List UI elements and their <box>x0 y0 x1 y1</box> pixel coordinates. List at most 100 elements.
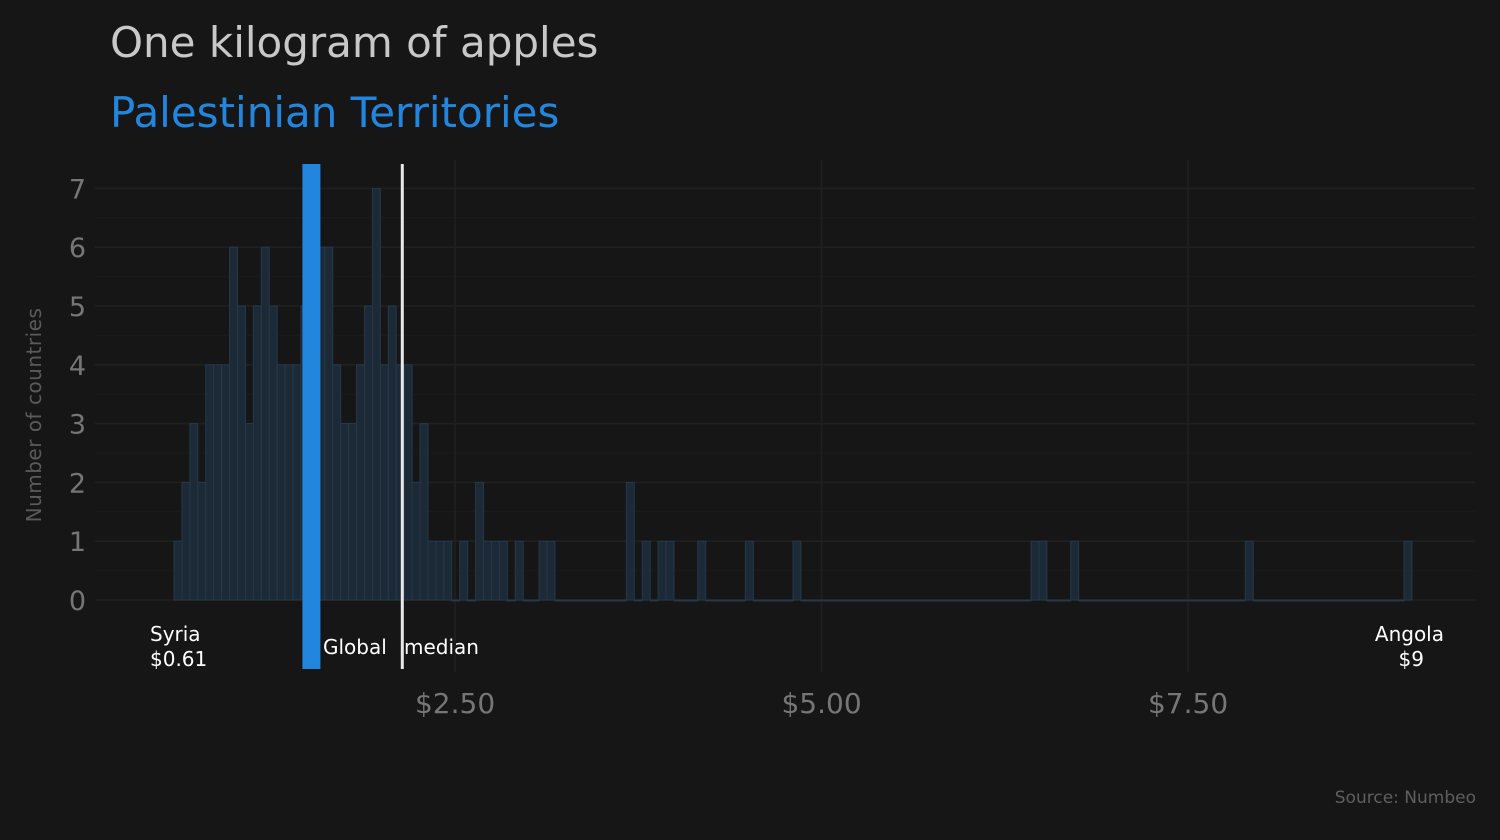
histogram-bar <box>935 599 945 602</box>
histogram-bar <box>1236 599 1246 602</box>
histogram-bar <box>895 599 905 602</box>
histogram-bar <box>1300 599 1310 602</box>
histogram-bar <box>776 599 786 602</box>
histogram-bar <box>1244 540 1254 601</box>
histogram-bar <box>181 481 191 601</box>
histogram-bar <box>1125 599 1135 602</box>
histogram-bar <box>649 599 659 602</box>
histogram-bar <box>832 599 842 602</box>
histogram-bar <box>673 599 683 602</box>
histogram-bar <box>1213 599 1222 602</box>
histogram-bar <box>1403 540 1413 601</box>
histogram-bar <box>816 599 826 602</box>
histogram-bar <box>824 599 834 602</box>
histogram-bar <box>451 599 461 602</box>
histogram-bar <box>729 599 738 602</box>
histogram-bar <box>1070 540 1080 601</box>
histogram-bar <box>411 481 421 601</box>
histogram-bar <box>1205 599 1215 602</box>
histogram-bar <box>237 305 246 601</box>
histogram-bar <box>1181 599 1191 602</box>
histogram-bar <box>594 599 604 602</box>
histogram-bar <box>1292 599 1302 602</box>
histogram-bar <box>1189 599 1199 602</box>
histogram-bar <box>982 599 992 602</box>
histogram-bar <box>1109 599 1119 602</box>
histogram-bar <box>1022 599 1032 602</box>
histogram-bar <box>1316 599 1326 602</box>
histogram-bar <box>697 540 707 601</box>
y-tick-label: 1 <box>69 527 86 558</box>
histogram-bar <box>1030 540 1040 601</box>
histogram-bar <box>1284 599 1294 602</box>
histogram-bar <box>213 364 223 601</box>
histogram-bar <box>229 246 239 601</box>
histogram-bar <box>768 599 778 602</box>
histogram-bar <box>1006 599 1016 602</box>
histogram-bar <box>1046 599 1056 602</box>
histogram-bar <box>578 599 588 602</box>
histogram-bar <box>990 599 1000 602</box>
histogram-bar <box>1268 599 1278 602</box>
histogram-bar <box>490 540 500 601</box>
histogram-bar <box>514 540 524 601</box>
histogram-bar <box>1332 599 1342 602</box>
histogram-bar <box>911 599 921 602</box>
median-label: median <box>404 635 479 659</box>
histogram-bar <box>244 423 254 601</box>
histogram-bar <box>1340 599 1349 602</box>
max-country-label: Angola <box>1375 622 1444 646</box>
histogram-bar <box>808 599 818 602</box>
histogram-bar <box>554 599 564 602</box>
histogram-bar <box>173 540 183 601</box>
histogram-bar <box>1379 599 1389 602</box>
histogram-bar <box>1276 599 1286 602</box>
histogram-bar <box>371 187 381 601</box>
y-tick-label: 0 <box>69 586 86 617</box>
histogram-bar <box>1260 599 1270 602</box>
histogram-bar <box>903 599 913 602</box>
max-price-label: $9 <box>1399 647 1424 671</box>
histogram-bar <box>427 540 437 601</box>
histogram-bar <box>1141 599 1151 602</box>
histogram-bar <box>1086 599 1096 602</box>
histogram-bar <box>792 540 802 601</box>
histogram-bar <box>625 481 635 601</box>
histogram-bar <box>1363 599 1373 602</box>
histogram-bar <box>570 599 580 602</box>
histogram-bar <box>657 540 667 601</box>
histogram-bar <box>617 599 627 602</box>
histogram-bar <box>800 599 810 602</box>
histogram-bar <box>268 305 278 601</box>
histogram-bar <box>855 599 865 602</box>
histogram-bar <box>1387 599 1397 602</box>
annotations: Syria$0.61 Angola$9 Global median <box>150 622 1444 671</box>
histogram-bar <box>1014 599 1024 602</box>
y-tick-label: 7 <box>69 174 86 205</box>
histogram-bar <box>475 481 485 601</box>
histogram-bar <box>689 599 699 602</box>
histogram-bar <box>1308 599 1318 602</box>
histogram-bar <box>348 423 358 601</box>
histogram-bar <box>871 599 881 602</box>
histogram-bar <box>1347 599 1357 602</box>
histogram-bar <box>1117 599 1127 602</box>
histogram-bar <box>998 599 1008 602</box>
min-price-label: $0.61 <box>150 647 207 671</box>
histogram-bar <box>403 364 413 601</box>
histogram-bar <box>276 364 286 601</box>
histogram-bar <box>189 423 199 601</box>
histogram-bar <box>522 599 532 602</box>
histogram-bar <box>1173 599 1183 602</box>
histogram-bar <box>292 364 302 601</box>
histogram-bar <box>1228 599 1238 602</box>
histogram-bar <box>602 599 611 602</box>
histogram-bar <box>324 246 334 601</box>
histogram-bar <box>1252 599 1262 602</box>
global-label: Global <box>323 635 387 659</box>
histogram-bar <box>736 599 746 602</box>
histogram-bar <box>221 364 231 601</box>
histogram-bar <box>665 540 675 601</box>
histogram-bar <box>419 423 429 601</box>
